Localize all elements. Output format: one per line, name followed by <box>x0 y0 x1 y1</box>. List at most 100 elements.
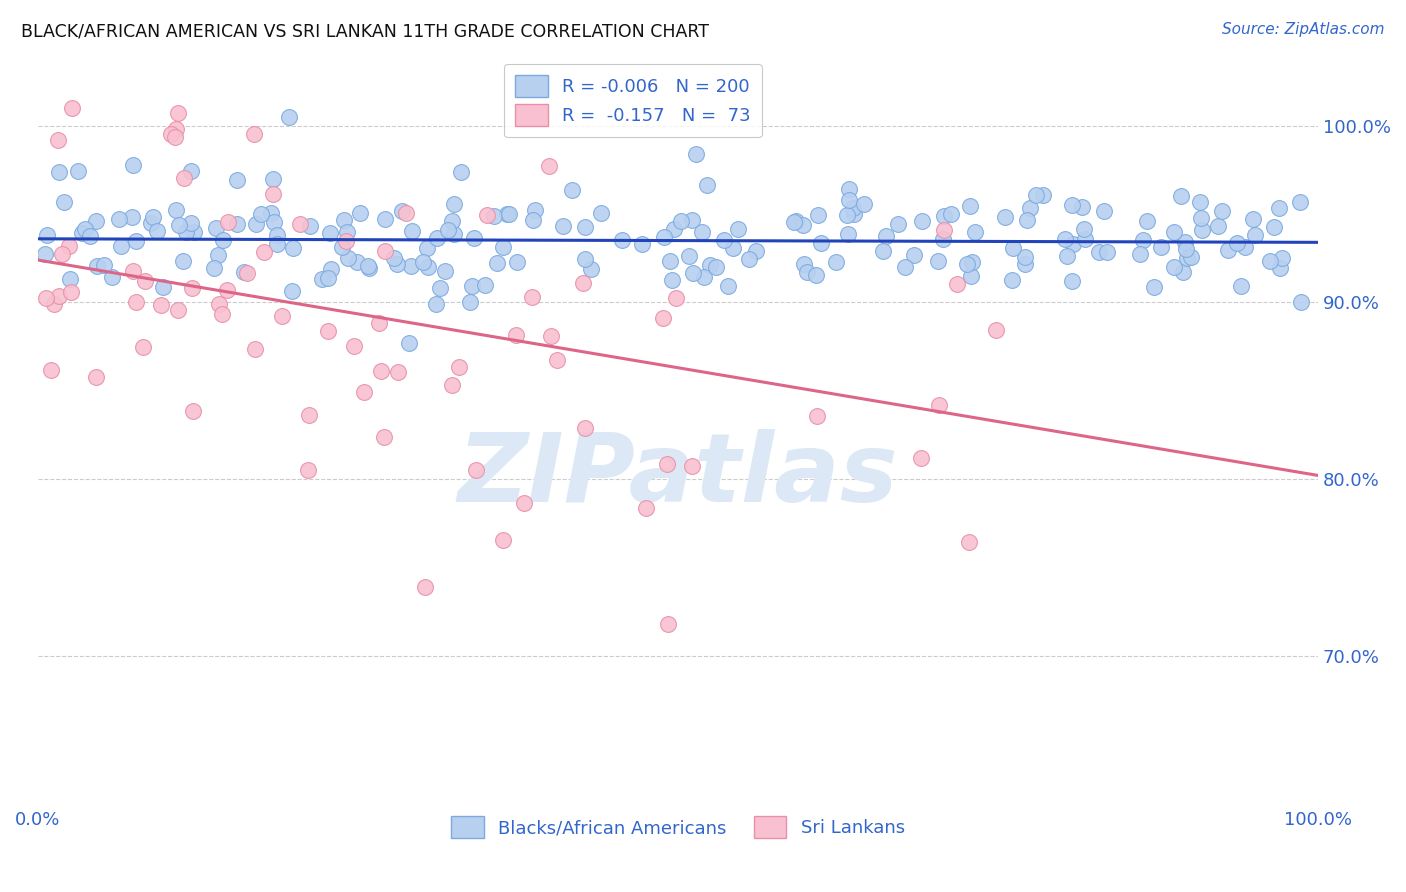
Point <box>48 165 70 179</box>
Point <box>319 262 342 277</box>
Point <box>1073 221 1095 235</box>
Point <box>159 127 181 141</box>
Point <box>298 409 321 423</box>
Point <box>101 269 124 284</box>
Text: ZIPatlas: ZIPatlas <box>457 429 898 522</box>
Point <box>841 201 863 215</box>
Point <box>994 210 1017 224</box>
Point <box>461 279 484 293</box>
Point <box>44 297 66 311</box>
Point <box>690 225 713 239</box>
Point <box>416 260 439 274</box>
Point <box>1271 251 1294 265</box>
Point <box>492 240 515 254</box>
Point <box>651 310 673 325</box>
Point <box>963 225 986 239</box>
Point <box>721 241 744 255</box>
Point <box>681 459 703 474</box>
Point <box>443 197 465 211</box>
Point <box>202 260 225 275</box>
Point <box>93 258 115 272</box>
Point <box>211 307 233 321</box>
Point <box>298 219 321 234</box>
Point <box>1226 235 1249 250</box>
Point <box>984 323 1007 337</box>
Point <box>374 244 396 258</box>
Point <box>84 370 107 384</box>
Point <box>207 248 229 262</box>
Point <box>960 255 983 269</box>
Point <box>66 164 89 178</box>
Point <box>561 183 583 197</box>
Point <box>1001 273 1024 287</box>
Point <box>426 231 449 245</box>
Point <box>1129 247 1152 261</box>
Point <box>146 224 169 238</box>
Point <box>330 239 353 253</box>
Point <box>447 359 470 374</box>
Point <box>245 343 267 357</box>
Point <box>939 207 962 221</box>
Point <box>167 106 190 120</box>
Point <box>73 222 96 236</box>
Point <box>956 257 979 271</box>
Point <box>262 172 284 186</box>
Point <box>336 252 359 266</box>
Point <box>1216 243 1239 257</box>
Point <box>58 239 80 253</box>
Point <box>1062 237 1084 252</box>
Point <box>484 209 506 223</box>
Point <box>336 225 359 239</box>
Point <box>465 463 488 477</box>
Point <box>591 206 613 220</box>
Point <box>1025 187 1047 202</box>
Point <box>1229 279 1251 293</box>
Point <box>505 327 527 342</box>
Point <box>804 268 827 282</box>
Point <box>474 277 496 292</box>
Point <box>783 215 806 229</box>
Point <box>318 227 340 241</box>
Point <box>1097 244 1119 259</box>
Point <box>875 229 897 244</box>
Point <box>934 209 956 223</box>
Point <box>785 214 807 228</box>
Point <box>349 205 371 219</box>
Point <box>485 256 508 270</box>
Point <box>70 227 93 241</box>
Point <box>887 217 910 231</box>
Point <box>316 271 339 285</box>
Point <box>837 208 859 222</box>
Point <box>150 298 173 312</box>
Point <box>1234 240 1257 254</box>
Point <box>1288 194 1310 209</box>
Point <box>440 214 463 228</box>
Point <box>125 234 148 248</box>
Point <box>266 228 288 243</box>
Point <box>796 265 818 279</box>
Point <box>226 173 249 187</box>
Point <box>1032 188 1054 202</box>
Point <box>297 463 319 477</box>
Point <box>1173 265 1195 279</box>
Point <box>579 261 602 276</box>
Point <box>370 364 392 378</box>
Point <box>86 259 108 273</box>
Point <box>1258 254 1281 268</box>
Point <box>838 182 860 196</box>
Point <box>122 159 145 173</box>
Point <box>713 233 735 247</box>
Point <box>259 206 281 220</box>
Point <box>957 535 980 549</box>
Point <box>253 245 276 260</box>
Point <box>165 121 187 136</box>
Point <box>1062 274 1084 288</box>
Point <box>657 616 679 631</box>
Point <box>110 239 132 253</box>
Point <box>163 130 186 145</box>
Point <box>903 248 925 262</box>
Point <box>631 237 654 252</box>
Point <box>429 281 451 295</box>
Point <box>1291 294 1313 309</box>
Point <box>1014 257 1036 271</box>
